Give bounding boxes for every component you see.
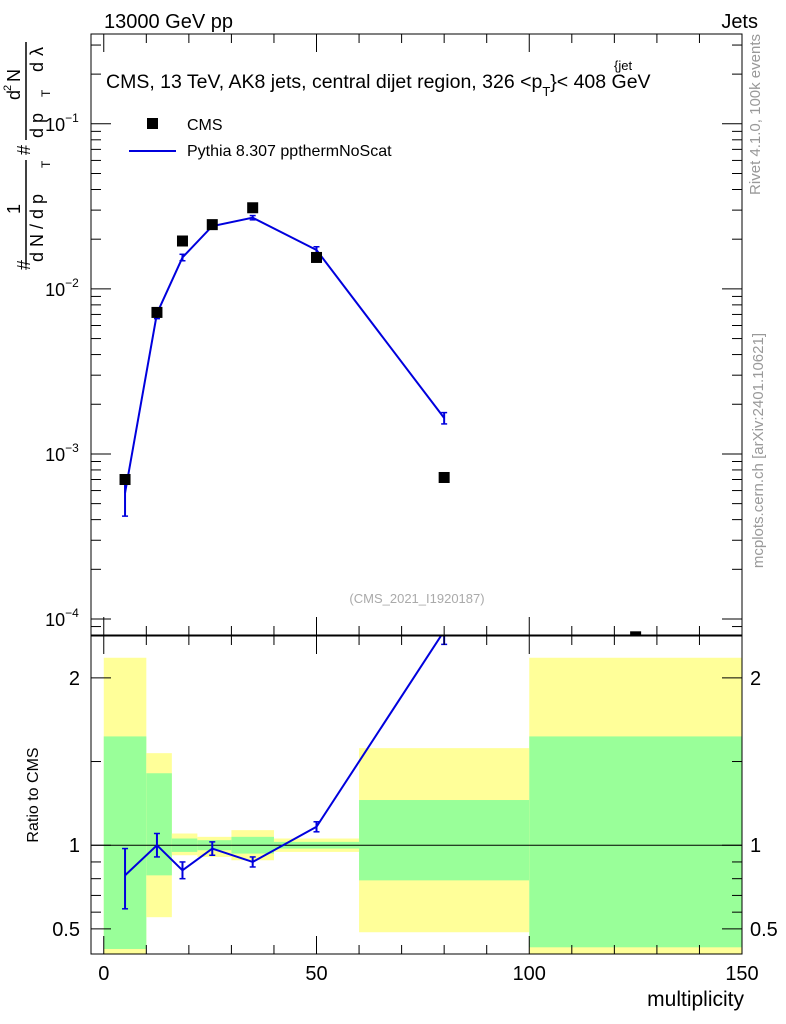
main-ytick-label-base-1: 10 — [45, 445, 65, 465]
band-inner-7 — [529, 736, 742, 948]
ratio-ytick-label-right-2: 2 — [750, 668, 761, 690]
data-top-point-3 — [206, 219, 218, 231]
main-ytick-label-base-3: 10 — [45, 115, 65, 135]
main-title-end: }< 408 GeV — [550, 71, 650, 93]
band-inner-1 — [146, 773, 172, 876]
main-ytick-label-exp-0: −4 — [65, 606, 79, 620]
ratio-ytick-label-right-1: 1 — [750, 835, 761, 857]
data-top-point-0 — [119, 474, 131, 486]
ylabel-dpt-sub: T — [39, 89, 53, 97]
ylabel-dlambda-d: d — [27, 62, 47, 72]
ratio-frame — [90, 635, 743, 955]
data-top-point-1 — [151, 306, 163, 318]
main-frame — [90, 33, 743, 636]
rivet-label: Rivet 4.1.0, 100k events — [747, 34, 764, 195]
mcplots-label: mcplots.cern.ch [arXiv:2401.10621] — [750, 333, 767, 568]
main-ylabel: # 1 d N / d p T # d N 2 d p T d λ — [2, 42, 53, 270]
data-top-point-4 — [247, 202, 259, 214]
ylabel-hash-2: # — [14, 145, 34, 155]
legend-label-cms: CMS — [187, 117, 223, 134]
main-ytick-label-exp-1: −3 — [65, 441, 79, 455]
uncertainty-bands — [103, 657, 742, 954]
legend: CMS Pythia 8.307 ppthermNoScat — [129, 117, 392, 160]
ylabel-dn-sub: T — [39, 160, 53, 168]
band-inner-0 — [103, 736, 147, 949]
main-ytick-label-3: 10−1 — [45, 111, 79, 135]
ylabel-hash-1: # — [14, 260, 34, 270]
main-title-sub: T — [542, 84, 550, 99]
main-ytick-label-2: 10−2 — [45, 276, 79, 300]
mc-ratio-line-group — [122, 636, 448, 910]
ylabel-d2: d — [4, 90, 24, 100]
ratio-ytick-label-0: 0.5 — [52, 919, 80, 941]
header-right: Jets — [721, 11, 758, 33]
ratio-axis-ticks: 0.5 0.5 1 1 2 2 0 50 100 150 — [52, 636, 778, 985]
mc-top-line-group — [122, 214, 448, 517]
ratio-ytick-label-2: 2 — [69, 668, 80, 690]
main-title-text: CMS, 13 TeV, AK8 jets, central dijet reg… — [106, 71, 542, 93]
legend-label-pythia: Pythia 8.307 ppthermNoScat — [187, 143, 392, 160]
main-panel: 10−410−310−210−1 CMS, 13 TeV, AK8 jets, … — [2, 33, 743, 636]
main-ytick-label-0: 10−4 — [45, 606, 79, 630]
ratio-xlabel: multiplicity — [647, 988, 744, 1011]
main-title: CMS, 13 TeV, AK8 jets, central dijet reg… — [106, 71, 651, 99]
ratio-xtick-label-3: 150 — [725, 963, 758, 985]
ylabel-dpt: d p — [27, 113, 47, 138]
main-ytick-label-exp-3: −1 — [65, 111, 79, 125]
ratio-xtick-label-2: 100 — [513, 963, 546, 985]
ratio-xtick-label-1: 50 — [305, 963, 327, 985]
ratio-ytick-label-right-0: 0.5 — [750, 919, 778, 941]
data-top-point-7 — [630, 631, 642, 635]
ratio-ytick-label-1: 1 — [69, 835, 80, 857]
ratio-ylabel: Ratio to CMS — [25, 747, 42, 842]
data-top-point-6 — [438, 471, 450, 483]
legend-marker-cms — [147, 118, 158, 129]
header-left: 13000 GeV pp — [104, 11, 233, 33]
band-inner-6 — [359, 800, 530, 881]
ratio-panel: 0.5 0.5 1 1 2 2 0 50 100 150 Ratio to CMS multipl… — [25, 635, 778, 1011]
ratio-xtick-label-0: 0 — [98, 963, 109, 985]
data-top-point-group — [119, 202, 642, 635]
mc-top-line — [124, 216, 445, 494]
analysis-watermark: (CMS_2021_I1920187) — [349, 591, 484, 606]
ylabel-dn: d N / d p — [27, 194, 47, 262]
data-top-point-2 — [176, 235, 188, 247]
main-title-sup: {jet — [614, 58, 632, 73]
main-axis-ticks: 10−410−310−210−1 — [45, 34, 743, 636]
main-ytick-label-base-2: 10 — [45, 280, 65, 300]
main-ytick-label-base-0: 10 — [45, 610, 65, 630]
main-ytick-label-exp-2: −2 — [65, 276, 79, 290]
ylabel-n: N — [4, 69, 24, 82]
ylabel-sq: 2 — [2, 85, 14, 91]
data-top-point-5 — [311, 251, 323, 263]
main-ytick-label-1: 10−3 — [45, 441, 79, 465]
ylabel-dlambda: λ — [27, 47, 47, 56]
ylabel-one: 1 — [4, 204, 24, 214]
